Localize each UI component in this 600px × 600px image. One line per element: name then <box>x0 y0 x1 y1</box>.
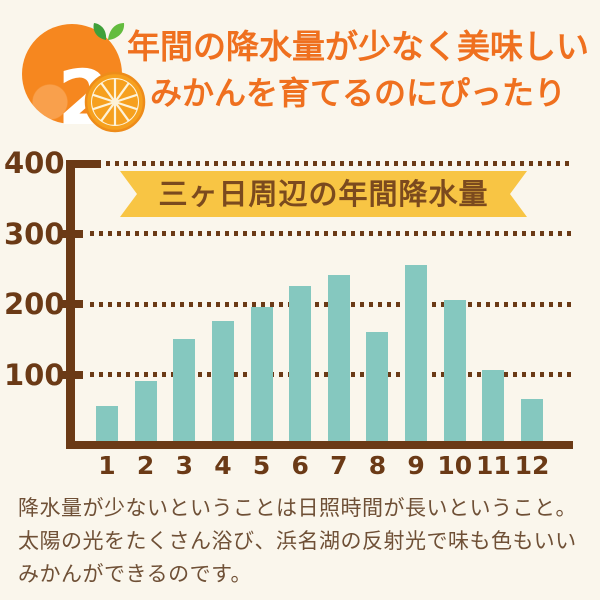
y-axis-top-tick <box>70 160 101 168</box>
x-axis-label-10: 10 <box>437 451 473 480</box>
bar-month-2 <box>134 381 157 441</box>
gridline-400 <box>106 160 573 166</box>
bar-month-9 <box>405 265 428 441</box>
bar-month-1 <box>96 406 118 441</box>
headline: 年間の降水量が少なく美味しい みかんを育てるのにぴったり <box>118 24 598 116</box>
bar-month-11 <box>482 370 505 441</box>
x-axis-label-6: 6 <box>291 451 309 480</box>
x-axis-label-2: 2 <box>136 451 155 480</box>
caption-line-1: 降水量が少ないということは日照時間が長いということ。 <box>18 496 577 520</box>
x-axis-label-4: 4 <box>214 451 232 480</box>
y-tick-200 <box>58 300 83 308</box>
x-axis-label-11: 11 <box>475 451 511 480</box>
caption-line-3: みかんができるのです。 <box>18 562 252 586</box>
orange-slice-icon <box>84 71 146 133</box>
bar-month-3 <box>173 339 196 441</box>
caption-paragraph: 降水量が少ないということは日照時間が長いということ。 太陽の光をたくさん浴び、浜… <box>18 492 590 591</box>
x-axis-label-3: 3 <box>175 451 193 480</box>
slice-segments <box>92 79 138 125</box>
chart-title: 三ヶ日周辺の年間降水量 <box>158 177 489 211</box>
y-axis-label-400: 400 <box>4 146 65 180</box>
x-axis-label-9: 9 <box>407 451 425 480</box>
bar-month-5 <box>250 307 273 441</box>
headline-line-1: 年間の降水量が少なく美味しい <box>127 27 589 66</box>
headline-line-2: みかんを育てるのにぴったり <box>149 74 566 112</box>
x-axis-label-12: 12 <box>514 451 550 480</box>
x-axis-label-1: 1 <box>98 451 116 480</box>
y-axis-label-300: 300 <box>4 216 65 251</box>
bar-month-10 <box>443 300 466 441</box>
caption-line-2: 太陽の光をたくさん浴び、浜名湖の反射光で味も色もいい <box>18 529 577 553</box>
bar-month-7 <box>327 275 350 441</box>
chart-title-ribbon: 三ヶ日周辺の年間降水量 <box>120 171 527 217</box>
y-tick-100 <box>58 370 83 379</box>
bar-month-4 <box>211 321 234 441</box>
x-axis-label-8: 8 <box>368 451 387 480</box>
y-axis-label-100: 100 <box>4 357 65 392</box>
y-tick-300 <box>58 229 83 238</box>
y-axis-label-200: 200 <box>4 287 65 321</box>
rainfall-bar-chart: 三ヶ日周辺の年間降水量 400 300 200 100 1 2 3 4 5 6 7 8 9 10 11 12 <box>0 146 600 485</box>
bar-month-12 <box>521 399 544 441</box>
leaf-icon <box>93 23 125 40</box>
bar-month-8 <box>366 332 389 441</box>
x-axis <box>66 441 573 449</box>
gridline-300 <box>90 231 573 236</box>
x-axis-label-7: 7 <box>330 451 348 480</box>
x-axis-label-5: 5 <box>252 451 271 480</box>
bar-month-6 <box>289 286 312 441</box>
